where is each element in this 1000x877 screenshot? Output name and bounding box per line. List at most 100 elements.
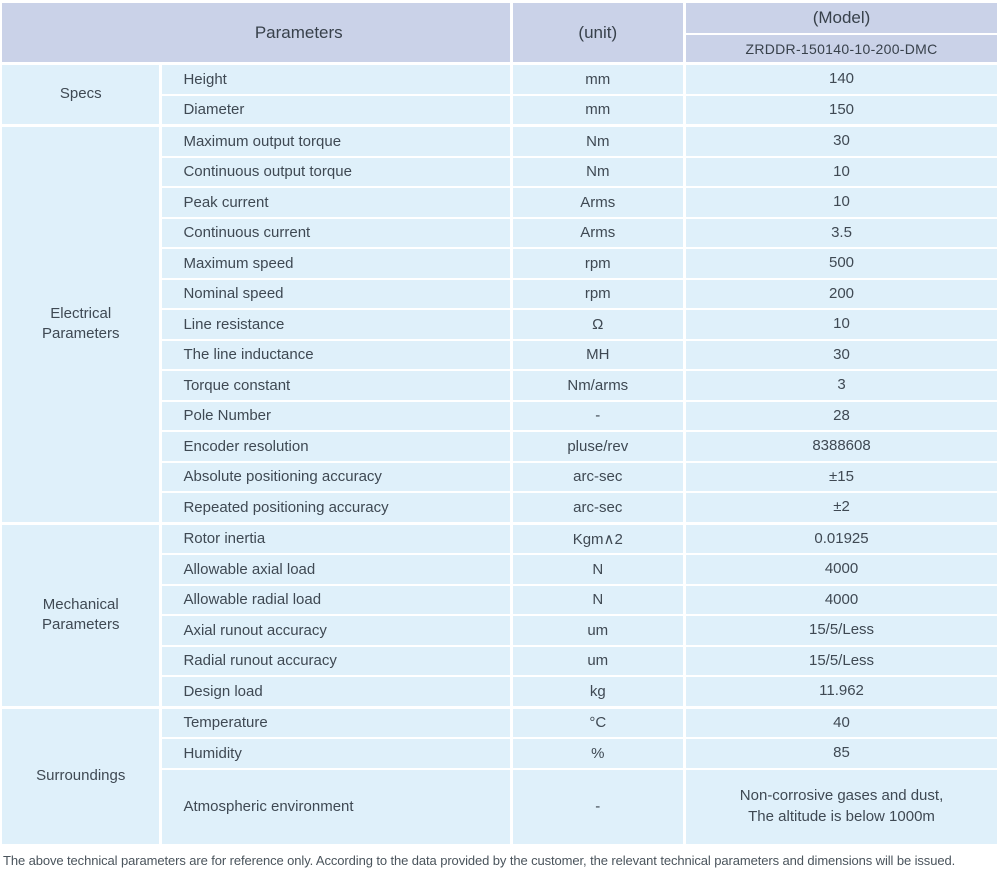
unit-value: N	[512, 555, 687, 586]
table-row: Torque constant Nm/arms 3	[2, 371, 997, 402]
table-row: Specs Height mm 140	[2, 65, 997, 127]
header-model-number: ZRDDR-150140-10-200-DMC	[686, 35, 997, 65]
table-header: Parameters (unit) (Model) ZRDDR-150140-1…	[2, 3, 997, 65]
unit-value: pluse/rev	[512, 432, 687, 463]
parameter-name: Continuous current	[162, 218, 513, 249]
model-value: 4000	[686, 585, 997, 616]
model-value: 3.5	[686, 218, 997, 249]
model-value: 10	[686, 188, 997, 219]
model-value: Non-corrosive gases and dust, The altitu…	[686, 769, 997, 844]
model-value: 150	[686, 95, 997, 127]
header-parameters: Parameters	[2, 3, 513, 65]
model-value: 40	[686, 708, 997, 739]
parameter-name: Continuous output torque	[162, 157, 513, 188]
unit-value: Kgm∧2	[512, 524, 687, 555]
table-row: Continuous output torque Nm 10	[2, 157, 997, 188]
model-value: 140	[686, 65, 997, 96]
unit-value: Nm	[512, 127, 687, 158]
model-value: 8388608	[686, 432, 997, 463]
table-row: Allowable radial load N 4000	[2, 585, 997, 616]
unit-value: -	[512, 401, 687, 432]
parameter-name: Pole Number	[162, 401, 513, 432]
table-body: Specs Height mm 140 Diameter mm 150 Electrical …	[2, 65, 997, 844]
table-row: Humidity% 85	[2, 739, 997, 770]
unit-value: °C	[512, 708, 687, 739]
table-row: The line inductance MH 30	[2, 340, 997, 371]
parameter-name: Maximum speed	[162, 249, 513, 280]
spec-table: Parameters (unit) (Model) ZRDDR-150140-1…	[2, 3, 997, 844]
unit-value: -	[512, 769, 687, 844]
header-model: (Model)	[686, 3, 997, 35]
table-row: Radial runout accuracy um 15/5/Less	[2, 646, 997, 677]
table-row: Electrical Parameters Maximum output torq…	[2, 127, 997, 525]
unit-value: rpm	[512, 279, 687, 310]
model-value: 11.962	[686, 677, 997, 709]
unit-value: arc-sec	[512, 493, 687, 525]
model-value: 15/5/Less	[686, 616, 997, 647]
unit-value: mm	[512, 95, 687, 127]
model-value: 10	[686, 310, 997, 341]
model-value: 30	[686, 340, 997, 371]
unit-value: um	[512, 646, 687, 677]
model-value: 3	[686, 371, 997, 402]
table-row: Peak current Arms 10	[2, 188, 997, 219]
unit-value: Arms	[512, 188, 687, 219]
group-label: Surroundings	[2, 708, 163, 844]
unit-value: MH	[512, 340, 687, 371]
model-value: 28	[686, 401, 997, 432]
parameter-name: Atmospheric environment	[162, 769, 513, 844]
parameter-name: Height	[162, 65, 513, 96]
table-row: Continuous current Arms 3.5	[2, 218, 997, 249]
unit-value: Nm	[512, 157, 687, 188]
unit-value: kg	[512, 677, 687, 709]
model-value: 85	[686, 739, 997, 770]
parameter-name: Peak current	[162, 188, 513, 219]
unit-value: arc-sec	[512, 462, 687, 493]
table-row: Maximum speed rpm 500	[2, 249, 997, 280]
parameter-name: Torque constant	[162, 371, 513, 402]
parameter-name: Rotor inertia	[162, 524, 513, 555]
table-row: Mechanical Parameters Rotor inertia Kgm∧2 0…	[2, 524, 997, 709]
model-value: 0.01925	[686, 524, 997, 555]
model-value: 30	[686, 127, 997, 158]
table-row: Encoder resolution pluse/rev 8388608	[2, 432, 997, 463]
model-value: 500	[686, 249, 997, 280]
model-value: 15/5/Less	[686, 646, 997, 677]
unit-value: um	[512, 616, 687, 647]
table-row: Diameter mm 150	[2, 95, 997, 127]
unit-value: N	[512, 585, 687, 616]
parameter-name: Axial runout accuracy	[162, 616, 513, 647]
group-label: Specs	[2, 65, 163, 127]
group-label: Mechanical Parameters	[2, 524, 163, 709]
parameter-name: Line resistance	[162, 310, 513, 341]
table-row: Pole Number -28	[2, 401, 997, 432]
header-unit: (unit)	[512, 3, 687, 65]
table-row: Nominal speed rpm 200	[2, 279, 997, 310]
parameter-name: Humidity	[162, 739, 513, 770]
parameter-name: Diameter	[162, 95, 513, 127]
parameter-name: Allowable axial load	[162, 555, 513, 586]
table-row: Line resistance Ω 10	[2, 310, 997, 341]
parameter-name: The line inductance	[162, 340, 513, 371]
unit-value: Nm/arms	[512, 371, 687, 402]
unit-value: mm	[512, 65, 687, 96]
unit-value: rpm	[512, 249, 687, 280]
table-row: Allowable axial load N 4000	[2, 555, 997, 586]
unit-value: Arms	[512, 218, 687, 249]
footnote: The above technical parameters are for r…	[3, 852, 956, 868]
table-row: Repeated positioning accuracy arc-sec ±2	[2, 493, 997, 525]
unit-value: Ω	[512, 310, 687, 341]
table-row: Design load kg 11.962	[2, 677, 997, 709]
table-row: Atmospheric environment - Non-corrosive ga…	[2, 769, 997, 844]
model-value: ±2	[686, 493, 997, 525]
parameter-name: Nominal speed	[162, 279, 513, 310]
parameter-name: Absolute positioning accuracy	[162, 462, 513, 493]
parameter-name: Encoder resolution	[162, 432, 513, 463]
parameter-name: Maximum output torque	[162, 127, 513, 158]
table-row: Absolute positioning accuracy arc-sec ±15	[2, 462, 997, 493]
parameter-name: Repeated positioning accuracy	[162, 493, 513, 525]
model-value: 200	[686, 279, 997, 310]
table-row: Surroundings Temperature °C 40	[2, 708, 997, 844]
group-label: Electrical Parameters	[2, 127, 163, 525]
